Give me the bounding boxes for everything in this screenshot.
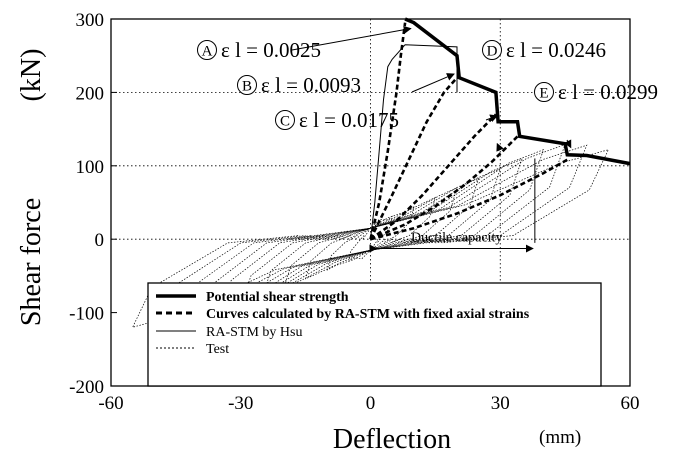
legend-label-strength: Potential shear strength xyxy=(206,290,349,305)
test-loop-positive xyxy=(287,149,610,244)
annotation-circle-d xyxy=(482,40,502,60)
test-loop-negative xyxy=(326,235,386,271)
annotation-label-e: ε l = 0.0299 xyxy=(558,80,658,104)
x-tick-label: -30 xyxy=(228,393,253,414)
annotation-marker-e: E xyxy=(539,86,548,102)
annotation-circle-a xyxy=(197,40,217,60)
annotation-arrow-b xyxy=(411,73,455,93)
y-axis-unit: (kN) xyxy=(16,49,47,102)
ra-stm-fixed-strain-curves xyxy=(369,22,571,241)
test-curves xyxy=(131,143,610,328)
fixed-strain-curve-e xyxy=(370,157,571,241)
annotation-circle-c xyxy=(275,110,295,130)
axis-ticks: -60 -30 0 30 60 -200 -100 0 100 200 300 xyxy=(69,10,639,414)
potential-shear-strength-curve xyxy=(404,17,631,166)
annotation-label-a: ε l = 0.0025 xyxy=(221,38,321,62)
legend-label-hsu: RA-STM by Hsu xyxy=(206,325,302,340)
legend: Potential shear strength Curves calculat… xyxy=(147,282,602,387)
annotation-marker-b: B xyxy=(242,79,252,95)
annotation-marker-c: C xyxy=(280,114,290,130)
annotation-arrow-e xyxy=(564,139,572,149)
y-tick-label: 100 xyxy=(76,157,105,178)
legend-box xyxy=(147,282,602,387)
annotation-marker-a: A xyxy=(202,44,213,60)
y-tick-label: -200 xyxy=(69,377,104,398)
legend-label-fixed-strain: Curves calculated by RA-STM with fixed a… xyxy=(206,307,530,322)
test-loop-positive xyxy=(340,187,458,244)
ductile-capacity-label: Ductile capacity xyxy=(411,231,502,246)
test-loop-positive xyxy=(317,158,523,244)
test-loop-negative xyxy=(283,235,401,289)
legend-label-test: Test xyxy=(206,342,229,357)
strength-curve xyxy=(404,17,631,166)
test-loop-negative xyxy=(131,235,454,328)
y-tick-label: 0 xyxy=(95,230,105,251)
test-loop-positive xyxy=(294,144,588,244)
fixed-strain-curve-c xyxy=(369,113,497,241)
fixed-strain-curve-b xyxy=(369,76,458,240)
test-loop-positive xyxy=(355,206,415,244)
x-tick-label: 60 xyxy=(621,393,640,414)
x-axis-title: Deflection xyxy=(333,424,451,454)
annotation-marker-d: D xyxy=(487,44,498,60)
test-loop-negative xyxy=(348,235,379,263)
y-axis-title: Shear force xyxy=(16,198,47,326)
annotation-arrow-c xyxy=(485,114,499,123)
x-tick-label: 30 xyxy=(491,393,510,414)
annotation-arrow-d xyxy=(496,142,504,152)
x-axis-unit: (mm) xyxy=(539,427,581,448)
x-tick-label: 0 xyxy=(366,393,376,414)
annotation-arrow-a xyxy=(291,25,412,51)
annotation-label-d: ε l = 0.0246 xyxy=(506,38,606,62)
y-tick-label: -100 xyxy=(69,304,104,325)
annotation-label-b: ε l = 0.0093 xyxy=(261,73,361,97)
fixed-strain-curve-d xyxy=(369,135,519,241)
annotation-circle-b xyxy=(237,75,257,95)
x-tick-label: -60 xyxy=(98,393,123,414)
y-tick-label: 200 xyxy=(76,83,105,104)
annotation-circle-e xyxy=(534,82,554,102)
test-loop-negative xyxy=(218,235,424,315)
y-tick-label: 300 xyxy=(76,10,105,31)
annotation-label-c: ε l = 0.0175 xyxy=(299,108,399,132)
